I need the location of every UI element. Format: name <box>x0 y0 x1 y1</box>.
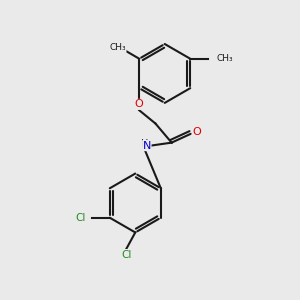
Text: O: O <box>135 99 144 110</box>
Text: N: N <box>142 141 151 151</box>
Text: CH₃: CH₃ <box>110 43 126 52</box>
Text: H: H <box>141 139 148 149</box>
Text: Cl: Cl <box>121 250 132 260</box>
Text: Cl: Cl <box>75 213 85 223</box>
Text: O: O <box>192 127 201 137</box>
Text: CH₃: CH₃ <box>216 54 233 63</box>
